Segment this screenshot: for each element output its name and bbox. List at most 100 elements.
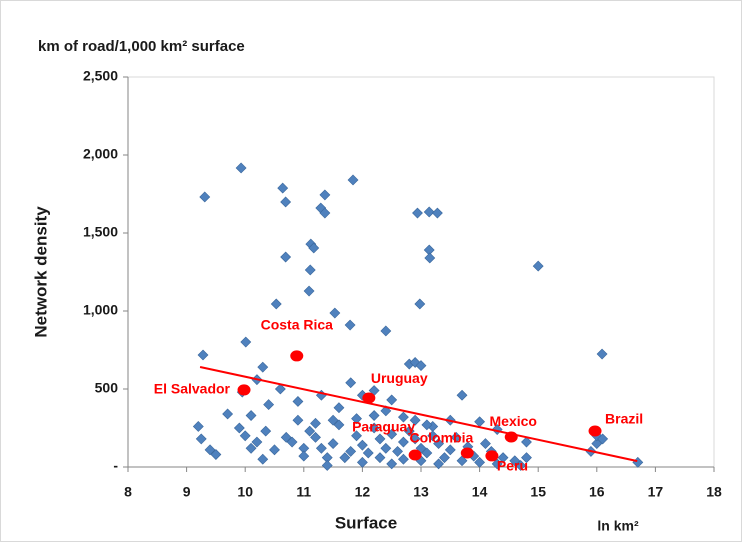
x-tick-label: 11 xyxy=(296,484,311,500)
x-unit-label: ln km² xyxy=(597,518,639,534)
point-label: Colombia xyxy=(410,430,474,446)
y-tick-label: 2,500 xyxy=(83,68,118,84)
x-tick-label: 10 xyxy=(237,484,253,500)
scatter-point xyxy=(368,422,380,434)
trend-line xyxy=(199,366,638,463)
point-label: Uruguay xyxy=(371,370,428,386)
scatter-point xyxy=(351,430,362,442)
scatter-point xyxy=(347,174,359,186)
scatter-point xyxy=(403,425,415,437)
scatter-point xyxy=(197,349,209,361)
scatter-point xyxy=(257,361,269,373)
scatter-point xyxy=(292,414,304,426)
scatter-point xyxy=(356,456,368,468)
scatter-point xyxy=(374,452,386,464)
highlight-point xyxy=(237,384,251,396)
scatter-point xyxy=(263,399,275,411)
scatter-point xyxy=(497,452,509,464)
scatter-point xyxy=(321,460,333,471)
scatter-point xyxy=(356,439,368,451)
scatter-point xyxy=(315,442,327,454)
scatter-point xyxy=(333,402,345,414)
point-label: Peru xyxy=(497,458,528,474)
x-axis-label: Surface xyxy=(335,513,397,532)
scatter-point xyxy=(327,438,339,450)
scatter-point xyxy=(427,430,439,442)
scatter-point xyxy=(298,450,310,462)
scatter-point xyxy=(204,444,216,456)
scatter-point xyxy=(421,447,433,459)
scatter-point xyxy=(192,421,204,432)
point-label: Brazil xyxy=(605,411,643,427)
scatter-point xyxy=(397,411,409,423)
scatter-point xyxy=(210,449,222,460)
scatter-point xyxy=(374,433,386,445)
x-tick-label: 15 xyxy=(530,484,546,500)
scatter-point xyxy=(397,453,409,465)
scatter-point xyxy=(329,307,341,319)
x-tick-label: 17 xyxy=(648,484,664,500)
scatter-point xyxy=(409,414,421,426)
scatter-point xyxy=(270,298,282,310)
plot-area xyxy=(127,76,715,468)
scatter-point xyxy=(386,394,398,406)
scatter-point xyxy=(380,325,392,337)
chart-title: km of road/1,000 km² surface xyxy=(38,38,245,55)
scatter-point xyxy=(509,455,521,467)
scatter-point xyxy=(233,422,245,434)
scatter-point xyxy=(292,396,304,407)
scatter-point xyxy=(277,182,289,194)
scatter-point xyxy=(415,360,427,372)
scatter-point xyxy=(450,431,462,443)
scatter-point xyxy=(308,242,320,254)
scatter-point xyxy=(439,452,450,464)
scatter-point xyxy=(351,413,362,425)
scatter-point xyxy=(515,460,527,471)
scatter-point xyxy=(344,319,356,331)
point-label: Mexico xyxy=(490,413,537,429)
scatter-point xyxy=(423,206,435,218)
scatter-point xyxy=(597,433,609,445)
highlight-point xyxy=(460,447,474,459)
y-axis-label: Network density xyxy=(31,206,50,338)
scatter-point xyxy=(380,442,392,454)
scatter-point xyxy=(433,438,445,450)
scatter-point xyxy=(392,445,403,457)
scatter-point xyxy=(251,436,263,448)
scatter-point xyxy=(257,453,269,465)
scatter-point xyxy=(591,438,603,450)
y-tick-label: 500 xyxy=(95,380,119,396)
x-tick-label: 13 xyxy=(413,484,429,500)
y-tick-label: 1,000 xyxy=(83,302,118,318)
scatter-point xyxy=(319,189,331,201)
point-label: Costa Rica xyxy=(261,317,334,333)
scatter-point xyxy=(260,425,272,437)
scatter-point xyxy=(521,436,532,448)
x-tick-label: 14 xyxy=(472,484,488,500)
scatter-point xyxy=(245,410,257,421)
scatter-point xyxy=(304,425,316,437)
scatter-point xyxy=(310,431,321,443)
scatter-point xyxy=(456,455,468,467)
scatter-point xyxy=(280,431,292,443)
x-tick-label: 9 xyxy=(183,484,191,500)
scatter-point xyxy=(310,417,321,429)
highlight-point xyxy=(290,350,304,362)
scatter-point xyxy=(397,436,409,448)
scatter-point xyxy=(409,433,421,445)
x-tick-label: 16 xyxy=(589,484,605,500)
scatter-point xyxy=(368,410,380,421)
scatter-point xyxy=(333,419,345,431)
scatter-point xyxy=(480,438,491,450)
point-label: El Salvador xyxy=(154,381,231,397)
highlight-point xyxy=(408,449,422,461)
scatter-point xyxy=(362,447,374,459)
scatter-point xyxy=(280,251,292,263)
scatter-point xyxy=(245,442,257,454)
scatter-point xyxy=(339,452,351,464)
x-tick-label: 8 xyxy=(124,484,132,500)
scatter-point xyxy=(474,456,486,468)
scatter-point xyxy=(345,445,357,457)
x-tick-label: 12 xyxy=(355,484,371,500)
